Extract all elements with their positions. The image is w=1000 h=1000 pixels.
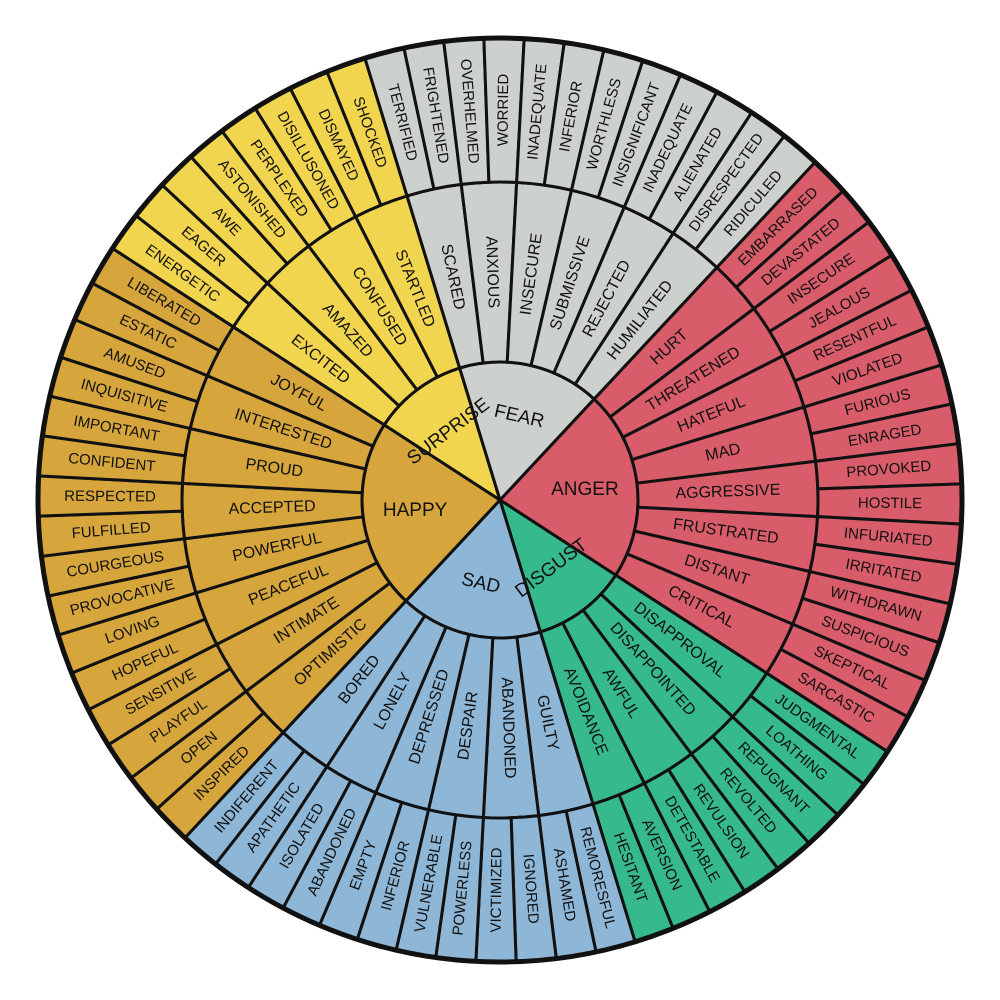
tertiary-label-victimized: VICTIMIZED <box>488 847 506 932</box>
tertiary-label-respected: RESPECTED <box>64 488 156 506</box>
secondary-label-anxious: ANXIOUS <box>482 236 502 309</box>
secondary-label-accepted: ACCEPTED <box>228 498 316 518</box>
core-label-happy: HAPPY <box>383 500 448 521</box>
tertiary-label-ignored: IGNORED <box>519 853 541 924</box>
core-label-anger: ANGER <box>551 479 619 500</box>
tertiary-label-worried: WORRIED <box>495 74 513 147</box>
wheel-segments <box>36 36 964 964</box>
tertiary-label-fulfilled: FULFILLED <box>71 519 151 542</box>
tertiary-label-provoked: PROVOKED <box>846 458 932 482</box>
tertiary-label-hostile: HOSTILE <box>858 495 922 513</box>
wheel-outer-border <box>35 35 965 965</box>
secondary-label-abandoned: ABANDONED <box>498 677 519 779</box>
secondary-label-aggressive: AGGRESSIVE <box>675 482 780 503</box>
